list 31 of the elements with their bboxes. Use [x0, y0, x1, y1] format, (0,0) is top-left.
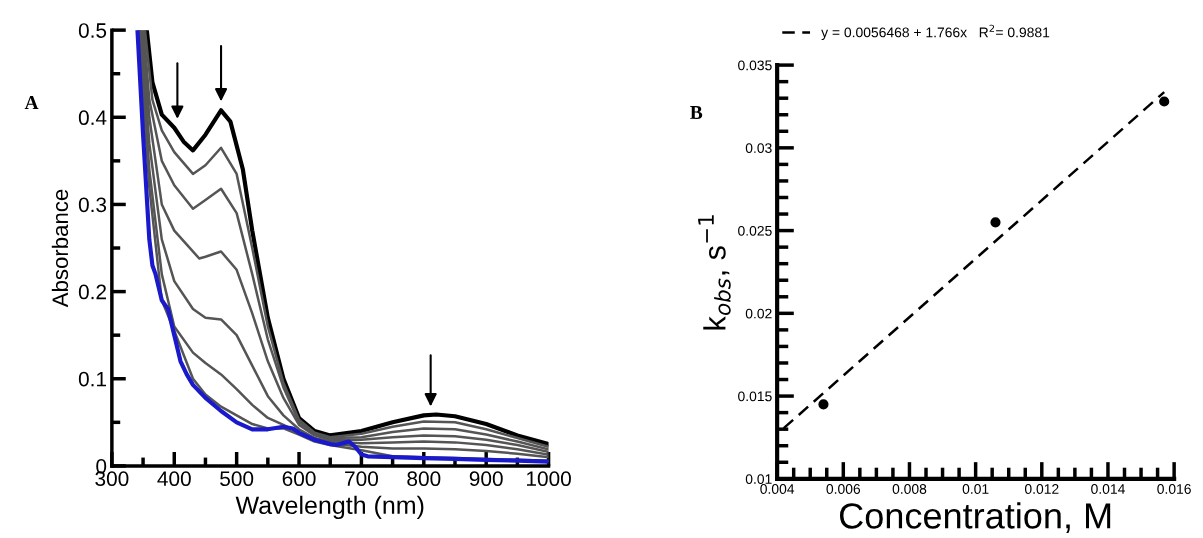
y-tick-label: 0.03: [745, 143, 772, 154]
y-tick-label: 0.025: [738, 225, 772, 236]
y-tick-label: 0.035: [738, 60, 772, 71]
x-axis-title: Concentration, M: [839, 502, 1111, 533]
text: A: [24, 96, 39, 109]
x-axis-title: Wavelength (nm): [235, 495, 424, 520]
y-tick-label: 0.2: [78, 284, 106, 300]
x-tick-label: 900: [469, 471, 503, 487]
x-tick-label: 0.008: [892, 484, 927, 494]
y-axis-title: k$_{obs}$, s$^{−1}$: [698, 215, 731, 330]
y-tick-label: 0.015: [738, 391, 772, 402]
y-tick-label: 0.3: [78, 197, 107, 213]
y-axis-title: Absorbance: [51, 189, 69, 308]
x-tick-label: 0.016: [1157, 484, 1191, 494]
y-tick-label: 0.4: [78, 110, 107, 126]
x-tick-label: 800: [407, 471, 441, 487]
x-tick-label: 1000: [526, 471, 571, 487]
x-tick-label: 0.004: [760, 484, 795, 494]
x-tick-label: 0.012: [1024, 484, 1059, 494]
x-tick-label: 600: [282, 471, 316, 487]
x-tick-label: 0.006: [826, 484, 861, 494]
text: B: [690, 106, 703, 119]
y-tick-label: 0.02: [745, 308, 772, 319]
x-tick-label: 0.014: [1091, 484, 1125, 494]
x-tick-label: 400: [157, 471, 191, 487]
legend-label: y = 0.0056468 + 1.766x R$^{2}$= 0.9881: [821, 24, 1050, 41]
x-tick-label: 700: [345, 471, 378, 487]
x-tick-label: 500: [220, 471, 254, 487]
y-tick-label: 0.1: [78, 371, 106, 387]
x-tick-label: 0.01: [962, 484, 989, 494]
y-tick-label: 0.5: [78, 23, 107, 38]
